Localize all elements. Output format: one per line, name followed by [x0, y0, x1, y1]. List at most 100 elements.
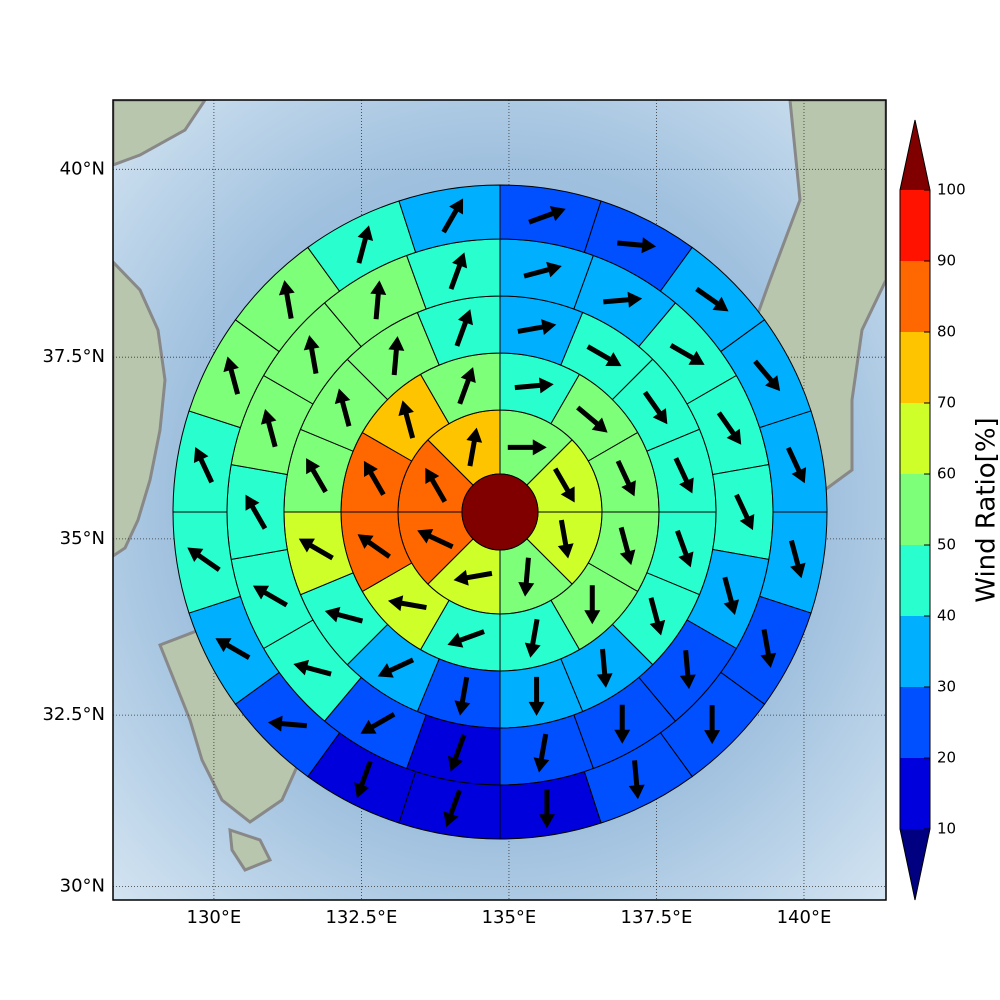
land-island	[228, 827, 273, 872]
x-tick-label: 137.5°E	[621, 907, 693, 928]
wind-arrow	[417, 529, 454, 550]
wind-arrow	[388, 336, 405, 376]
colorbar-tick-label: 10	[937, 820, 956, 838]
x-tick-label: 132.5°E	[325, 907, 397, 928]
wind-arrow	[734, 493, 755, 531]
wind-arrow	[704, 705, 721, 745]
colorbar-tick-label: 30	[937, 678, 956, 696]
wind-arrow	[363, 460, 386, 496]
wind-arrow	[245, 494, 268, 530]
colorbar-tick-label: 90	[937, 252, 956, 270]
wind-arrow	[447, 734, 467, 772]
colorbar-segment	[900, 616, 930, 687]
colorbar-tick-label: 60	[937, 465, 956, 483]
wind-arrow	[669, 343, 705, 365]
wind-arrow	[673, 457, 694, 494]
wind-arrow	[679, 650, 696, 690]
land-korea-north	[113, 100, 207, 167]
wind-arrow	[215, 638, 251, 660]
wind-arrow	[523, 261, 562, 279]
wind-arrow	[306, 458, 328, 494]
colorbar-segment	[900, 474, 930, 545]
map-frame	[112, 99, 887, 901]
colorbar-segment	[900, 758, 930, 829]
colorbar-tick-label: 70	[937, 394, 956, 412]
x-tick-label: 140°E	[777, 907, 832, 928]
wind-arrow	[454, 309, 473, 347]
wind-arrow	[528, 206, 566, 225]
wind-arrow	[524, 618, 541, 658]
wind-arrow	[324, 606, 364, 624]
wind-arrow	[614, 704, 631, 744]
colorbar-segment	[900, 190, 930, 261]
wind-arrow	[193, 446, 214, 484]
colorbar-tick-label: 50	[937, 536, 956, 554]
wind-arrow	[695, 286, 729, 312]
x-tick-label: 135°E	[482, 907, 537, 928]
axis-ticks: 130°E 132.5°E 135°E 137.5°E 140°E 30°N 32.5°N 3…	[42, 158, 831, 928]
wind-arrow	[425, 467, 447, 503]
polar-cells	[172, 184, 828, 840]
wind-arrow	[618, 526, 636, 566]
y-tick-label: 35°N	[60, 528, 105, 549]
wind-arrow	[448, 252, 468, 290]
colorbar-tick-label: 100	[937, 181, 966, 199]
wind-arrow	[596, 648, 613, 688]
wind-arrow	[370, 280, 387, 320]
wind-arrow	[518, 557, 535, 597]
x-tick-label: 130°E	[187, 907, 242, 928]
colorbar: 10 20 30 40 50 60 70 80 90 100	[899, 119, 966, 901]
wind-arrow	[576, 405, 608, 433]
y-tick-label: 32.5°N	[42, 704, 105, 725]
wind-arrow	[538, 789, 555, 829]
wind-arrow	[453, 569, 493, 586]
wind-arrow	[507, 439, 547, 456]
colorbar-segment	[900, 545, 930, 616]
colorbar-under	[900, 829, 930, 900]
land-korea	[113, 259, 167, 558]
wind-arrow	[586, 344, 622, 367]
wind-arrow	[517, 319, 557, 335]
wind-arrow	[303, 335, 320, 374]
wind-arrow	[356, 225, 374, 264]
wind-arrow	[722, 576, 740, 615]
wind-arrow	[252, 585, 288, 608]
colorbar-segment	[900, 332, 930, 403]
wind-arrow	[786, 446, 807, 484]
wind-arrow	[457, 367, 476, 405]
wind-arrow	[642, 390, 668, 425]
wind-arrow	[716, 411, 742, 445]
wind-arrow	[388, 595, 427, 612]
colorbar-tick-label: 80	[937, 323, 956, 341]
wind-arrows	[187, 198, 807, 829]
wind-arrow	[354, 760, 373, 799]
wind-arrow	[528, 676, 545, 716]
wind-arrow	[447, 629, 485, 648]
wind-arrow	[454, 676, 471, 716]
colorbar-tick-label: 40	[937, 607, 956, 625]
wind-arrow	[603, 291, 643, 308]
wind-arrow	[753, 359, 781, 392]
wind-arrow	[223, 356, 241, 395]
wind-arrow	[441, 198, 464, 234]
wind-arrow	[648, 597, 666, 636]
wind-arrow	[628, 760, 645, 800]
colorbar-over	[900, 120, 930, 190]
wind-arrow	[584, 585, 601, 625]
wind-arrow	[788, 539, 806, 579]
wind-arrow	[267, 715, 308, 732]
y-tick-label: 37.5°N	[42, 346, 105, 367]
colorbar-segment	[900, 687, 930, 758]
wind-arrow	[187, 547, 221, 572]
wind-arrow	[377, 657, 415, 678]
colorbar-tick-label: 20	[937, 749, 956, 767]
y-tick-label: 40°N	[60, 158, 105, 179]
wind-arrow	[357, 534, 391, 559]
wind-arrow	[278, 280, 295, 320]
wind-arrow	[617, 237, 657, 254]
wind-arrow	[260, 409, 278, 448]
wind-arrow	[615, 459, 636, 497]
wind-arrow	[760, 629, 777, 668]
wind-arrow	[443, 789, 462, 828]
